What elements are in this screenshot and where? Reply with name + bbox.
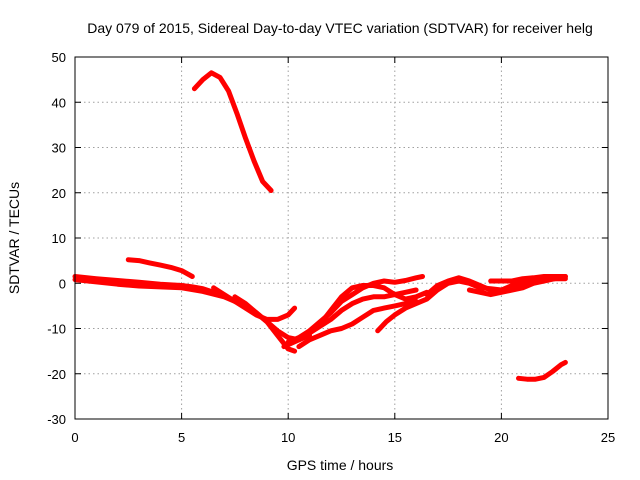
series-arc-h [296, 287, 419, 343]
y-tick-label: -10 [47, 322, 66, 337]
series-arc-c [72, 277, 298, 354]
y-tick-label: 0 [59, 276, 66, 291]
x-axis-label: GPS time / hours [287, 457, 394, 473]
x-tick-label: 10 [281, 430, 295, 445]
series-arc-low [516, 359, 568, 382]
x-tick-label: 25 [601, 430, 615, 445]
y-tick-label: -20 [47, 367, 66, 382]
y-tick-label: 50 [52, 50, 66, 65]
series-arc-i [296, 298, 419, 350]
axis-ticks: 0 5 10 15 20 25 -30 -20 -10 0 10 20 30 40 50 [47, 50, 615, 445]
series-arc-b [125, 257, 195, 279]
series-arc-high [191, 70, 274, 193]
y-tick-label: 20 [52, 186, 66, 201]
x-tick-label: 20 [494, 430, 508, 445]
x-tick-label: 15 [388, 430, 402, 445]
y-tick-label: 10 [52, 231, 66, 246]
y-tick-label: -30 [47, 412, 66, 427]
x-tick-label: 0 [71, 430, 78, 445]
data-series [72, 70, 568, 382]
x-tick-label: 5 [178, 430, 185, 445]
series-arc-m [488, 274, 568, 284]
chart-title: Day 079 of 2015, Sidereal Day-to-day VTE… [87, 20, 593, 36]
series-arc-a [72, 274, 217, 295]
y-tick-label: 30 [52, 141, 66, 156]
series-arc-d [211, 285, 298, 322]
y-tick-label: 40 [52, 95, 66, 110]
grid-lines [75, 57, 608, 419]
series-arc-l [466, 274, 568, 298]
y-axis-label: SDTVAR / TECUs [6, 182, 22, 294]
